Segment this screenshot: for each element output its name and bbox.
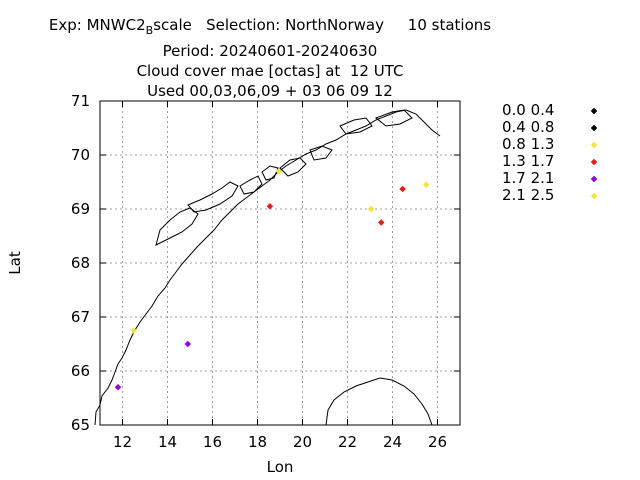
legend-marker	[590, 141, 598, 149]
legend-marker	[590, 124, 598, 132]
station-marker	[114, 383, 122, 391]
legend-marker	[590, 175, 598, 183]
legend-marker	[590, 158, 598, 166]
station-marker	[266, 202, 274, 210]
y-tick-label: 71	[71, 92, 90, 110]
legend-marker	[590, 107, 598, 115]
y-axis-title: Lat	[6, 251, 24, 275]
x-tick-label: 22	[338, 433, 357, 451]
coastline-segment	[155, 207, 199, 246]
x-axis-title: Lon	[267, 458, 294, 476]
y-tick-label: 65	[71, 416, 90, 434]
legend-label: 2.1 2.5	[502, 186, 554, 204]
title-line-1: Exp: MNWC2Bscale Selection: NorthNorway …	[0, 15, 540, 41]
coastline-segment	[339, 117, 373, 135]
y-tick-label: 68	[71, 254, 90, 272]
legend-label: 0.8 1.3	[502, 135, 554, 153]
station-marker	[367, 205, 375, 213]
x-tick-label: 14	[158, 433, 177, 451]
x-tick-label: 18	[248, 433, 267, 451]
legend-label: 1.7 2.1	[502, 169, 554, 187]
x-tick-label: 20	[293, 433, 312, 451]
title-line-2: Period: 20240601-20240630	[162, 42, 378, 60]
y-tick-label: 69	[71, 200, 90, 218]
y-tick-label: 66	[71, 362, 90, 380]
title-line-3: Cloud cover mae [octas] at 12 UTC	[136, 62, 404, 80]
coastline-segment	[325, 377, 433, 426]
title-line-1-suffix: scale Selection: NorthNorway 10 stations	[153, 16, 492, 34]
station-marker	[399, 185, 406, 193]
title-line-1-prefix: Exp: MNWC2	[48, 16, 146, 34]
axis-ticks: 12 14 16 18 20 22 24 26 65 66 67 68 69 70 71	[71, 92, 460, 451]
coastline	[94, 109, 441, 426]
coastline-segment	[309, 145, 333, 161]
station-marker	[275, 167, 283, 175]
title-line-4: Used 00,03,06,09 + 03 06 09 12	[147, 82, 393, 100]
legend-marker	[590, 192, 598, 200]
x-tick-label: 16	[203, 433, 222, 451]
coastline-segment	[279, 157, 307, 177]
legend-label: 1.3 1.7	[502, 152, 554, 170]
station-marker	[184, 340, 192, 348]
station-marker	[130, 327, 138, 334]
legend-label: 0.4 0.8	[502, 118, 554, 136]
x-tick-label: 24	[383, 433, 402, 451]
coastline-segment	[187, 181, 239, 213]
legend: 0.0 0.40.4 0.80.8 1.31.3 1.71.7 2.12.1 2…	[502, 101, 598, 204]
x-tick-label: 12	[113, 433, 132, 451]
coastline-segment	[261, 165, 279, 181]
x-tick-label: 26	[428, 433, 447, 451]
chart-title: Exp: MNWC2Bscale Selection: NorthNorway …	[0, 15, 540, 101]
coastline-segment	[239, 175, 263, 195]
station-marker	[422, 181, 430, 189]
coastline-segment	[94, 109, 441, 426]
coastline-segment	[375, 109, 413, 127]
legend-label: 0.0 0.4	[502, 101, 554, 119]
title-line-1-subscript: B	[145, 24, 154, 37]
data-points	[114, 167, 430, 391]
y-tick-label: 70	[71, 146, 90, 164]
y-tick-label: 67	[71, 308, 90, 326]
station-marker	[377, 219, 385, 226]
grid	[100, 100, 460, 426]
